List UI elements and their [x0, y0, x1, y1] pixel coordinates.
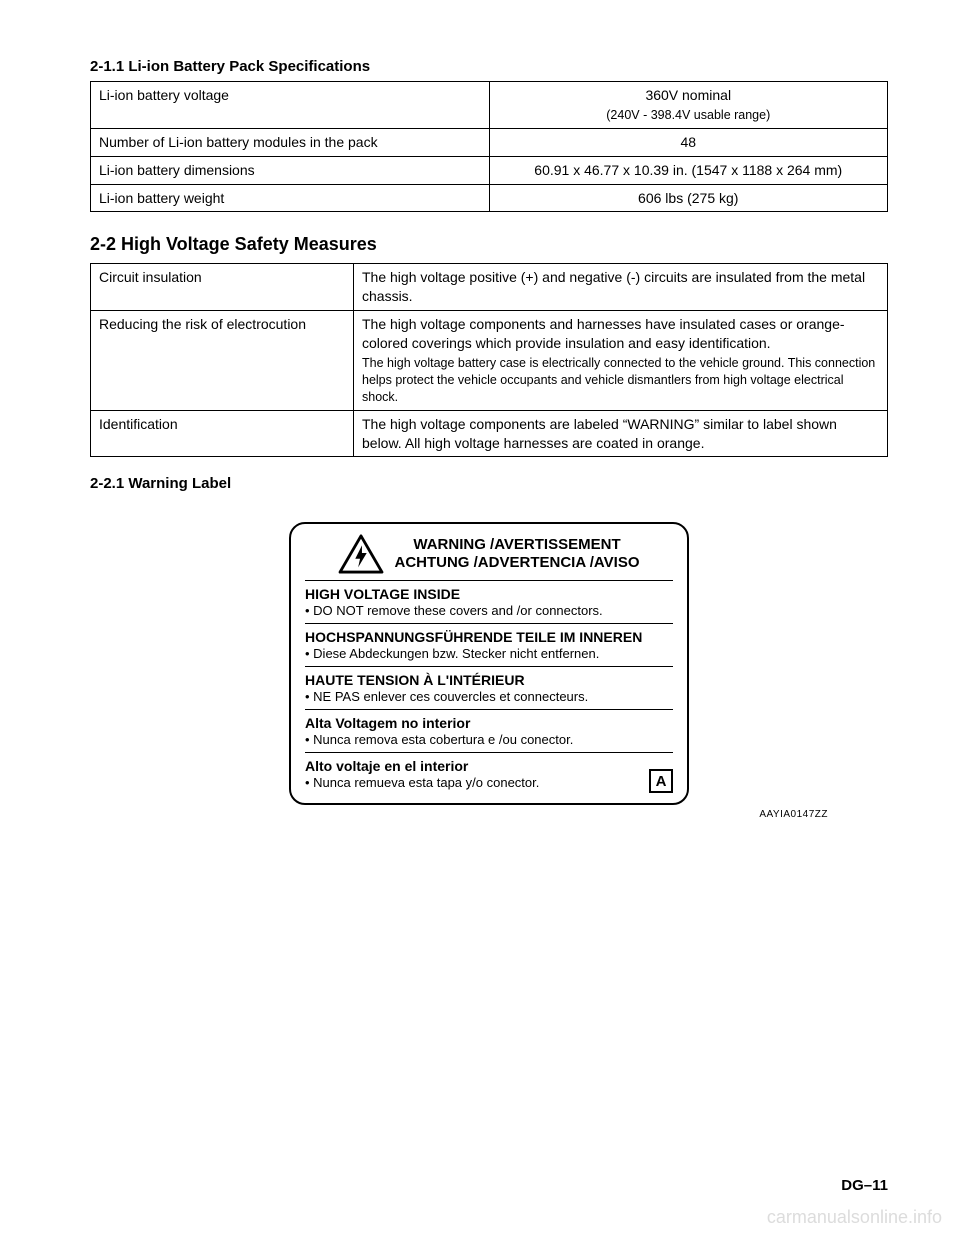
- cell-label: Circuit insulation: [91, 264, 354, 311]
- warning-section-body: Diese Abdeckungen bzw. Stecker nicht ent…: [305, 646, 673, 661]
- warning-section: Alto voltaje en el interior Nunca remuev…: [305, 752, 673, 795]
- warning-label-wrap: WARNING /AVERTISSEMENT ACHTUNG /ADVERTEN…: [90, 522, 888, 805]
- table-row: Li-ion battery dimensions 60.91 x 46.77 …: [91, 156, 888, 184]
- a-box-icon: A: [649, 769, 673, 793]
- value-line1: 360V nominal: [645, 87, 731, 103]
- warning-section-body: Nunca remueva esta tapa y/o conector.: [305, 775, 673, 790]
- heading-211: 2-1.1 Li-ion Battery Pack Specifications: [90, 58, 888, 75]
- table-row: Li-ion battery weight 606 lbs (275 kg): [91, 184, 888, 212]
- cell-label: Li-ion battery weight: [91, 184, 490, 212]
- table-row: Identification The high voltage componen…: [91, 410, 888, 457]
- table-row: Reducing the risk of electrocution The h…: [91, 311, 888, 410]
- cell-value: 60.91 x 46.77 x 10.39 in. (1547 x 1188 x…: [489, 156, 888, 184]
- warning-section-title: HIGH VOLTAGE INSIDE: [305, 586, 673, 602]
- cell-value: 48: [489, 128, 888, 156]
- table-safety-measures: Circuit insulation The high voltage posi…: [90, 263, 888, 457]
- header-line1: WARNING /AVERTISSEMENT: [413, 536, 620, 553]
- value-line2: (240V - 398.4V usable range): [606, 108, 770, 122]
- warning-section-title: Alta Voltagem no interior: [305, 715, 673, 731]
- cell-value: The high voltage components and harnesse…: [354, 311, 888, 410]
- lightning-triangle-icon: [338, 534, 384, 574]
- cell-value: 360V nominal (240V - 398.4V usable range…: [489, 82, 888, 129]
- warning-section: HOCHSPANNUNGSFÜHRENDE TEILE IM INNEREN D…: [305, 623, 673, 666]
- warning-label-header: WARNING /AVERTISSEMENT ACHTUNG /ADVERTEN…: [305, 534, 673, 574]
- warning-section: HIGH VOLTAGE INSIDE DO NOT remove these …: [305, 580, 673, 623]
- cell-label: Li-ion battery dimensions: [91, 156, 490, 184]
- table-row: Li-ion battery voltage 360V nominal (240…: [91, 82, 888, 129]
- cell-label: Li-ion battery voltage: [91, 82, 490, 129]
- cell-label: Reducing the risk of electrocution: [91, 311, 354, 410]
- watermark: carmanualsonline.info: [767, 1207, 942, 1228]
- cell-value: The high voltage positive (+) and negati…: [354, 264, 888, 311]
- warning-section: HAUTE TENSION À L'INTÉRIEUR NE PAS enlev…: [305, 666, 673, 709]
- cell-label: Number of Li-ion battery modules in the …: [91, 128, 490, 156]
- value-p2: The high voltage battery case is electri…: [362, 355, 879, 406]
- table-row: Number of Li-ion battery modules in the …: [91, 128, 888, 156]
- warning-label: WARNING /AVERTISSEMENT ACHTUNG /ADVERTEN…: [289, 522, 689, 805]
- table-row: Circuit insulation The high voltage posi…: [91, 264, 888, 311]
- warning-label-header-text: WARNING /AVERTISSEMENT ACHTUNG /ADVERTEN…: [394, 536, 639, 574]
- warning-section-title: HOCHSPANNUNGSFÜHRENDE TEILE IM INNEREN: [305, 629, 673, 645]
- warning-section-body: DO NOT remove these covers and /or conne…: [305, 603, 673, 618]
- heading-221: 2-2.1 Warning Label: [90, 475, 888, 492]
- cell-value: 606 lbs (275 kg): [489, 184, 888, 212]
- table-battery-specs: Li-ion battery voltage 360V nominal (240…: [90, 81, 888, 212]
- value-p1: The high voltage components and harnesse…: [362, 315, 879, 353]
- cell-value: The high voltage components are labeled …: [354, 410, 888, 457]
- heading-22: 2-2 High Voltage Safety Measures: [90, 234, 888, 255]
- warning-section-body: NE PAS enlever ces couvercles et connect…: [305, 689, 673, 704]
- warning-section-title: HAUTE TENSION À L'INTÉRIEUR: [305, 672, 673, 688]
- header-line2: ACHTUNG /ADVERTENCIA /AVISO: [394, 554, 639, 571]
- cell-label: Identification: [91, 410, 354, 457]
- warning-section-title: Alto voltaje en el interior: [305, 758, 673, 774]
- warning-section: Alta Voltagem no interior Nunca remova e…: [305, 709, 673, 752]
- figure-code: AAYIA0147ZZ: [90, 809, 888, 820]
- warning-section-body: Nunca remova esta cobertura e /ou conect…: [305, 732, 673, 747]
- page-number: DG–11: [841, 1177, 888, 1194]
